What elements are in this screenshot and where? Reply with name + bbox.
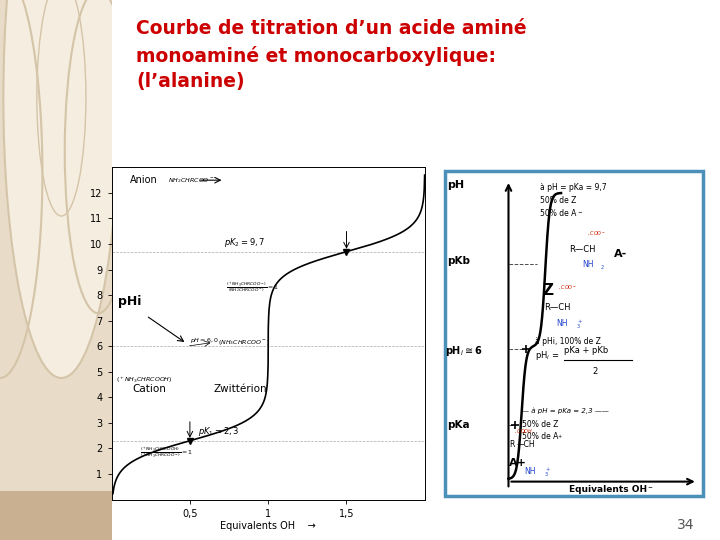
Text: Cation: Cation: [132, 384, 166, 394]
Text: $(^+NH_3CHRCOOH)$: $(^+NH_3CHRCOOH)$: [117, 375, 173, 385]
Text: $\frac{(^+NH_3CHRCOO^-)}{(NH_2CHRCOO^-)}=1$: $\frac{(^+NH_3CHRCOO^-)}{(NH_2CHRCOO^-)}…: [226, 280, 279, 294]
Text: Equivalents OH: Equivalents OH: [569, 485, 647, 494]
Text: A-: A-: [613, 249, 627, 259]
Text: pKb: pKb: [446, 256, 469, 266]
Text: 50% de Z: 50% de Z: [521, 420, 558, 429]
Text: — à pH = pKa = 2,3 ——: — à pH = pKa = 2,3 ——: [521, 407, 608, 414]
Text: pH: pH: [446, 180, 464, 190]
Text: $^{,COOH}$: $^{,COOH}$: [514, 429, 533, 435]
Text: NH: NH: [582, 260, 593, 269]
Text: $(NH_3CHRCOO^-)$: $(NH_3CHRCOO^-)$: [218, 338, 270, 347]
Text: R—CH: R—CH: [569, 245, 595, 254]
Text: Z: Z: [543, 283, 554, 298]
Text: Zwittérion: Zwittérion: [213, 384, 267, 394]
Text: $pK_1=2,3$: $pK_1=2,3$: [198, 426, 239, 438]
Text: $pH=6,0$: $pH=6,0$: [190, 336, 219, 346]
Text: $^+$: $^+$: [557, 435, 563, 441]
Text: Courbe de titration d’un acide aminé
monoaminé et monocarboxylique:
(l’alanine): Courbe de titration d’un acide aminé mon…: [136, 19, 526, 91]
Text: $_3^+$: $_3^+$: [575, 319, 582, 331]
FancyBboxPatch shape: [446, 171, 703, 496]
Text: $^-$: $^-$: [647, 483, 654, 492]
X-axis label: Equivalents OH    →: Equivalents OH →: [220, 521, 316, 531]
Text: R: R: [509, 440, 514, 449]
Text: $NH_2CHRCOO^-$: $NH_2CHRCOO^-$: [168, 176, 215, 185]
Text: pKa: pKa: [446, 420, 469, 430]
Text: 50% de Z: 50% de Z: [540, 196, 577, 205]
Text: NH: NH: [556, 319, 567, 328]
Text: pKa + pKb: pKa + pKb: [564, 346, 608, 355]
Text: $^-$: $^-$: [575, 209, 582, 218]
Text: pH$_i$ =: pH$_i$ =: [535, 349, 559, 362]
Text: $pK_2=9,7$: $pK_2=9,7$: [225, 237, 266, 249]
Circle shape: [4, 0, 120, 378]
Text: $\frac{(^+NH_3CHRCOOH)}{(^+NH_3CHRCOO^-)}=1$: $\frac{(^+NH_3CHRCOOH)}{(^+NH_3CHRCOO^-)…: [140, 445, 193, 460]
Text: NH: NH: [524, 467, 536, 476]
Text: 50% de A: 50% de A: [540, 209, 577, 218]
Text: A+: A+: [508, 458, 526, 468]
Bar: [0, 491, 112, 540]
Text: Anion: Anion: [130, 175, 158, 185]
Text: $^{,COO^-}$: $^{,COO^-}$: [588, 231, 606, 238]
Text: $^{,COO^-}$: $^{,COO^-}$: [559, 285, 577, 291]
Text: R—CH: R—CH: [544, 303, 570, 313]
Text: —CH: —CH: [516, 440, 535, 449]
Text: à pH = pKa = 9,7: à pH = pKa = 9,7: [540, 184, 607, 192]
Text: à pHi, 100% de Z: à pHi, 100% de Z: [535, 336, 600, 346]
Text: $_2$: $_2$: [600, 264, 606, 272]
Text: $_3^+$: $_3^+$: [544, 467, 551, 479]
Text: 50% de A: 50% de A: [521, 433, 558, 442]
Text: pHi: pHi: [118, 295, 141, 308]
Text: 2: 2: [593, 367, 598, 376]
Text: 34: 34: [678, 518, 695, 532]
Text: pH$_i$$\cong$6: pH$_i$$\cong$6: [446, 344, 483, 358]
